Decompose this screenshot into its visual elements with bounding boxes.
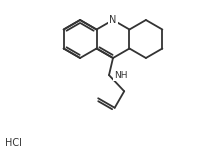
Text: HCl: HCl: [5, 138, 22, 148]
Text: N: N: [109, 15, 117, 25]
Text: NH: NH: [114, 71, 128, 80]
